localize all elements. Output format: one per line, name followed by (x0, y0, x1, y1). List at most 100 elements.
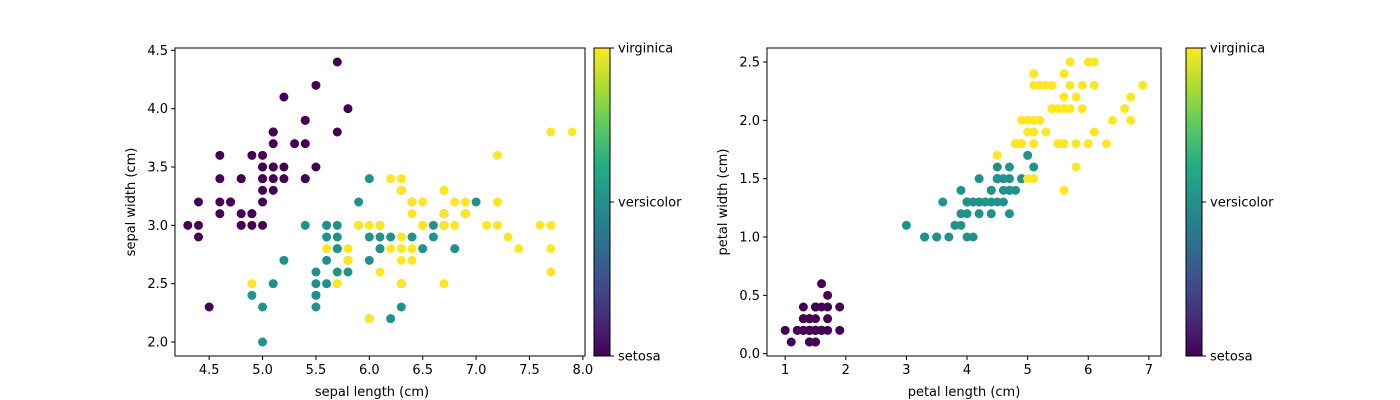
data-point (258, 337, 268, 347)
data-point (396, 232, 406, 242)
y-tick-label: 4.0 (147, 102, 168, 117)
data-point (332, 267, 342, 277)
x-ticks: 1 2 3 4 5 6 7 (781, 356, 1153, 378)
data-point (1023, 150, 1033, 160)
data-point (1041, 127, 1051, 137)
data-point (1011, 139, 1021, 149)
data-point (375, 244, 385, 254)
data-point (311, 162, 321, 172)
data-point (1047, 104, 1057, 114)
data-point (798, 302, 808, 312)
data-point (968, 197, 978, 207)
y-tick-label: 4.5 (147, 44, 168, 59)
data-point (407, 232, 417, 242)
data-point (546, 244, 556, 254)
data-point (396, 255, 406, 265)
data-point (247, 279, 257, 289)
x-tick-label: 7.0 (466, 363, 487, 378)
data-point (1053, 139, 1063, 149)
data-point (1029, 69, 1039, 79)
data-point (386, 314, 396, 324)
data-point (322, 255, 332, 265)
data-point (311, 302, 321, 312)
plot-area-frame (174, 47, 586, 357)
data-point (364, 174, 374, 184)
data-point (992, 150, 1002, 160)
data-point (364, 232, 374, 242)
data-point (492, 220, 502, 230)
y-ticks: 0.0 0.5 1.0 1.5 2.0 2.5 (739, 56, 767, 362)
data-point (804, 325, 814, 335)
data-point (482, 220, 492, 230)
y-tick-label: 2.0 (147, 336, 168, 351)
data-point (450, 197, 460, 207)
data-point (247, 150, 257, 160)
colorbar-tick-label: versicolor (1210, 196, 1274, 211)
data-point (492, 197, 502, 207)
data-point (980, 197, 990, 207)
data-point (300, 115, 310, 125)
points-layer (183, 57, 577, 347)
data-point (1059, 69, 1069, 79)
data-point (986, 209, 996, 219)
data-point (992, 174, 1002, 184)
data-point (407, 209, 417, 219)
data-point (471, 197, 481, 207)
data-point (492, 150, 502, 160)
data-point (567, 127, 577, 137)
colorbar: setosa versicolor virginica (1185, 42, 1274, 365)
data-point (290, 139, 300, 149)
data-point (311, 80, 321, 90)
data-point (354, 220, 364, 230)
y-tick-label: 0.0 (739, 347, 760, 362)
data-point (439, 185, 449, 195)
data-point (1126, 115, 1136, 125)
data-point (968, 232, 978, 242)
data-point (546, 220, 556, 230)
data-point (901, 220, 911, 230)
data-point (1126, 92, 1136, 102)
data-point (258, 162, 268, 172)
data-point (407, 255, 417, 265)
data-point (1089, 57, 1099, 67)
data-point (258, 185, 268, 195)
data-point (938, 197, 948, 207)
data-point (396, 174, 406, 184)
data-point (215, 150, 225, 160)
data-point (823, 314, 833, 324)
data-point (780, 325, 790, 335)
data-point (322, 220, 332, 230)
data-point (1035, 80, 1045, 90)
data-point (268, 185, 278, 195)
data-point (226, 197, 236, 207)
data-point (386, 232, 396, 242)
y-tick-label: 3.5 (147, 161, 168, 176)
data-point (835, 325, 845, 335)
data-point (258, 174, 268, 184)
colorbar-tick-label: virginica (1210, 42, 1265, 57)
data-point (247, 209, 257, 219)
chart-petal: 1 2 3 4 5 6 7 0.0 0.5 1.0 1.5 2.0 2.5 petal length … (716, 42, 1274, 400)
data-point (279, 162, 289, 172)
data-point (322, 232, 332, 242)
data-point (300, 220, 310, 230)
data-point (418, 220, 428, 230)
data-point (300, 139, 310, 149)
data-point (332, 244, 342, 254)
data-point (1065, 57, 1075, 67)
data-point (1029, 139, 1039, 149)
x-tick-label: 5.5 (306, 363, 327, 378)
x-ticks: 4.5 5.0 5.5 6.0 6.5 7.0 7.5 8.0 (199, 356, 593, 378)
data-point (1077, 104, 1087, 114)
data-point (1071, 162, 1081, 172)
data-point (364, 220, 374, 230)
x-tick-label: 4 (963, 363, 971, 378)
data-point (956, 185, 966, 195)
data-point (1035, 115, 1045, 125)
data-point (1004, 209, 1014, 219)
data-point (311, 290, 321, 300)
data-point (268, 139, 278, 149)
data-point (396, 279, 406, 289)
data-point (407, 244, 417, 254)
colorbar-tick-label: versicolor (618, 196, 682, 211)
